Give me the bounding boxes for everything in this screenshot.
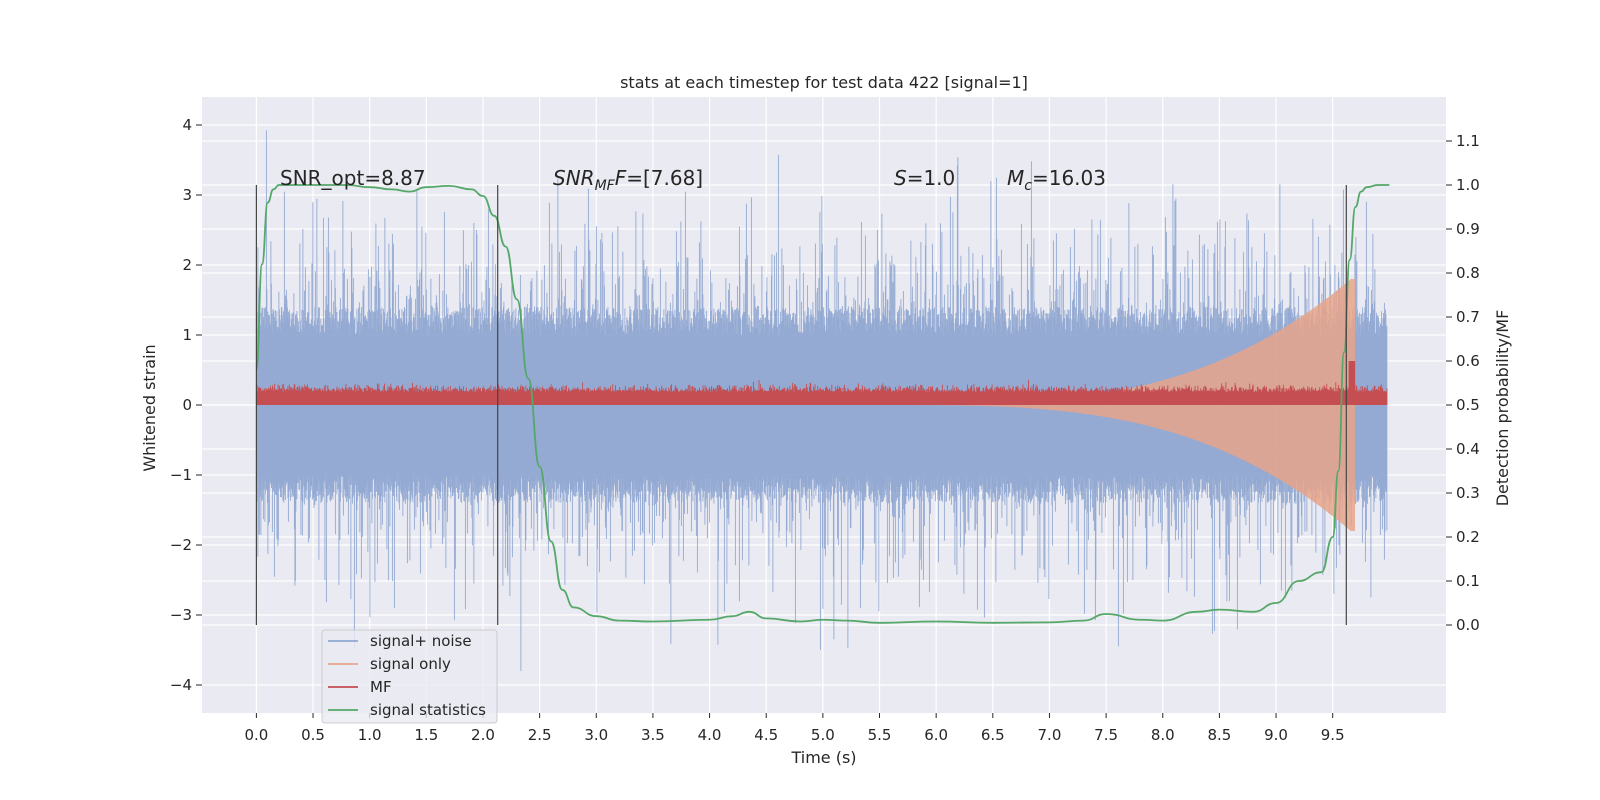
y-left-tick-label: −2 — [170, 536, 192, 554]
y-right-tick-label: 0.7 — [1456, 308, 1480, 326]
y-right-tick-label: 0.1 — [1456, 572, 1480, 590]
annotation-snr-opt: SNR_opt=8.87 — [280, 166, 426, 190]
y-axis-right-ticks: 1.1 1.0 0.9 0.8 0.7 0.6 0.5 0.4 0.3 0.2 0.1 0.0 — [1446, 132, 1480, 634]
x-tick-label: 9.5 — [1321, 726, 1345, 744]
annotation-snr-mf-prefix: SNR — [553, 166, 595, 190]
x-tick-label: 3.0 — [584, 726, 608, 744]
x-tick-label: 0.5 — [301, 726, 325, 744]
y-right-tick-label: 1.0 — [1456, 176, 1480, 194]
legend-item-signal-only: signal only — [328, 655, 451, 673]
legend-box — [321, 629, 498, 724]
x-tick-label: 1.5 — [414, 726, 438, 744]
y-right-tick-label: 0.9 — [1456, 220, 1480, 238]
legend-item-signal-statistics: signal statistics — [328, 701, 486, 719]
x-axis-ticks: 0.0 0.5 1.0 1.5 2.0 2.5 3.0 3.5 4.0 4.5 5.0 5.5 6.0 6… — [244, 713, 1345, 744]
x-tick-label: 8.0 — [1151, 726, 1175, 744]
series-signal-statistics — [255, 184, 1390, 624]
y-right-tick-label: 0.6 — [1456, 352, 1480, 370]
x-axis-label: Time (s) — [790, 748, 856, 767]
x-tick-label: 1.0 — [358, 726, 382, 744]
annotation-s-value: =1.0 — [907, 166, 956, 190]
x-tick-label: 5.5 — [868, 726, 892, 744]
y-axis-left-label: Whitened strain — [140, 344, 159, 471]
legend-label-signal-statistics: signal statistics — [370, 701, 486, 719]
y-right-tick-label: 1.1 — [1456, 132, 1480, 150]
y-axis-left-ticks: 4 3 2 1 0 −1 −2 −3 −4 — [170, 116, 202, 694]
x-tick-label: 9.0 — [1264, 726, 1288, 744]
legend-item-mf: MF — [328, 678, 392, 696]
x-tick-label: 0.0 — [244, 726, 268, 744]
y-left-tick-label: −1 — [170, 466, 192, 484]
y-right-tick-label: 0.2 — [1456, 528, 1480, 546]
y-right-tick-label: 0.4 — [1456, 440, 1480, 458]
y-left-tick-label: 3 — [182, 186, 192, 204]
x-tick-label: 4.5 — [754, 726, 778, 744]
y-left-tick-label: 2 — [182, 256, 192, 274]
x-tick-label: 6.0 — [924, 726, 948, 744]
x-tick-label: 8.5 — [1207, 726, 1231, 744]
y-left-tick-label: 4 — [182, 116, 192, 134]
legend-label-mf: MF — [370, 678, 392, 696]
annotation-snr-mf: SNRMFF=[7.68] — [553, 166, 703, 194]
annotation-mc-sub: c — [1024, 178, 1032, 194]
y-right-tick-label: 0.5 — [1456, 396, 1480, 414]
annotation-snr-mf-sub: MF — [595, 178, 616, 194]
y-right-tick-label: 0.8 — [1456, 264, 1480, 282]
annotation-mc: Mc=16.03 — [1007, 166, 1106, 194]
annotation-mc-value: =16.03 — [1032, 166, 1106, 190]
y-right-tick-label: 0.0 — [1456, 616, 1480, 634]
annotation-s-prefix: S — [894, 166, 907, 190]
annotation-mc-prefix: M — [1007, 166, 1024, 190]
y-left-tick-label: −3 — [170, 606, 192, 624]
y-left-tick-label: 0 — [182, 396, 192, 414]
legend-label-signal-only: signal only — [370, 655, 451, 673]
legend: signal+ noise signal only MF signal stat… — [321, 629, 498, 724]
chart-title: stats at each timestep for test data 422… — [620, 73, 1028, 92]
legend-label-signal-noise: signal+ noise — [370, 632, 472, 650]
y-right-tick-label: 0.3 — [1456, 484, 1480, 502]
legend-item-signal-noise: signal+ noise — [328, 632, 472, 650]
x-tick-label: 3.5 — [641, 726, 665, 744]
annotation-s: S=1.0 — [894, 166, 955, 190]
x-tick-label: 7.0 — [1038, 726, 1062, 744]
x-tick-label: 4.0 — [698, 726, 722, 744]
x-tick-label: 2.5 — [528, 726, 552, 744]
x-tick-label: 7.5 — [1094, 726, 1118, 744]
vertical-markers — [255, 185, 1347, 625]
y-left-tick-label: −4 — [170, 676, 192, 694]
x-tick-label: 5.0 — [811, 726, 835, 744]
x-tick-label: 2.0 — [471, 726, 495, 744]
y-axis-right-label: Detection probability/MF — [1493, 310, 1512, 507]
y-left-tick-label: 1 — [182, 326, 192, 344]
plot-content — [255, 130, 1390, 671]
annotation-snr-mf-value: =[7.68] — [626, 166, 703, 190]
x-tick-label: 6.5 — [981, 726, 1005, 744]
